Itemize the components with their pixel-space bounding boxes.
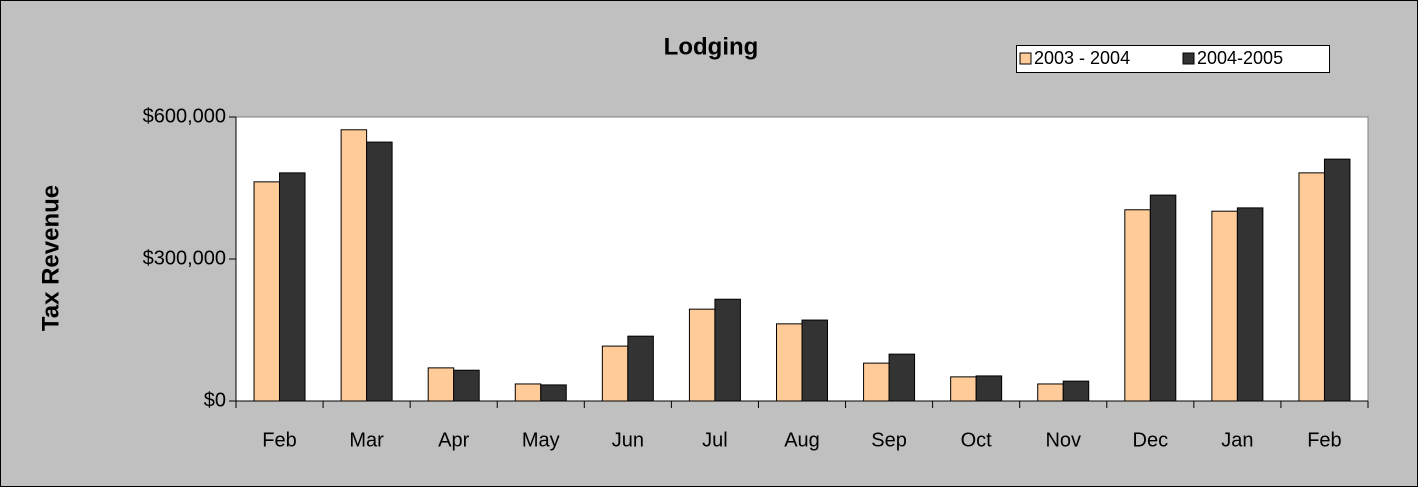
bar <box>863 362 890 402</box>
bar <box>1211 210 1238 402</box>
y-tick-label: $0 <box>204 389 226 411</box>
x-tick-label: Jan <box>1221 429 1253 451</box>
legend-swatch <box>1019 52 1032 65</box>
y-tick-label: $300,000 <box>143 247 226 269</box>
bar <box>279 172 306 402</box>
bar <box>427 367 455 402</box>
legend-swatch <box>1182 52 1195 65</box>
x-tick-label: Nov <box>1045 429 1081 451</box>
bar <box>540 384 567 402</box>
legend <box>1016 45 1330 73</box>
x-tick-label: Oct <box>961 429 993 451</box>
bar <box>1323 158 1351 402</box>
bar <box>366 141 393 402</box>
bar <box>714 298 741 402</box>
x-tick-label: Jul <box>702 429 728 451</box>
y-axis-label: Tax Revenue <box>37 185 64 331</box>
bar <box>776 323 803 402</box>
bar <box>340 129 368 402</box>
y-tick-label: $600,000 <box>143 105 226 127</box>
x-tick-label: Sep <box>871 429 907 451</box>
bar <box>688 308 716 402</box>
bar <box>888 353 916 402</box>
legend-label: 2004-2005 <box>1197 48 1283 68</box>
x-tick-label: Mar <box>349 429 384 451</box>
x-tick-label: Feb <box>262 429 296 451</box>
bar <box>1236 207 1264 402</box>
bar <box>514 383 542 402</box>
bar <box>453 369 480 402</box>
bar <box>1149 194 1177 402</box>
legend-label: 2003 - 2004 <box>1034 48 1130 68</box>
chart-title: Lodging <box>664 33 759 60</box>
bar <box>1298 172 1325 402</box>
x-tick-label: Apr <box>438 429 469 451</box>
bar <box>1124 209 1151 402</box>
bar <box>1037 383 1064 402</box>
x-tick-label: Feb <box>1307 429 1341 451</box>
bar <box>601 345 629 402</box>
bar <box>253 181 281 402</box>
x-tick-label: Jun <box>612 429 644 451</box>
x-tick-label: Aug <box>784 429 820 451</box>
x-tick-label: May <box>522 429 560 451</box>
bar <box>950 376 977 402</box>
bar <box>1062 380 1090 402</box>
bar <box>627 335 654 402</box>
bar <box>801 319 828 402</box>
bar <box>975 375 1003 402</box>
x-tick-label: Dec <box>1133 429 1169 451</box>
